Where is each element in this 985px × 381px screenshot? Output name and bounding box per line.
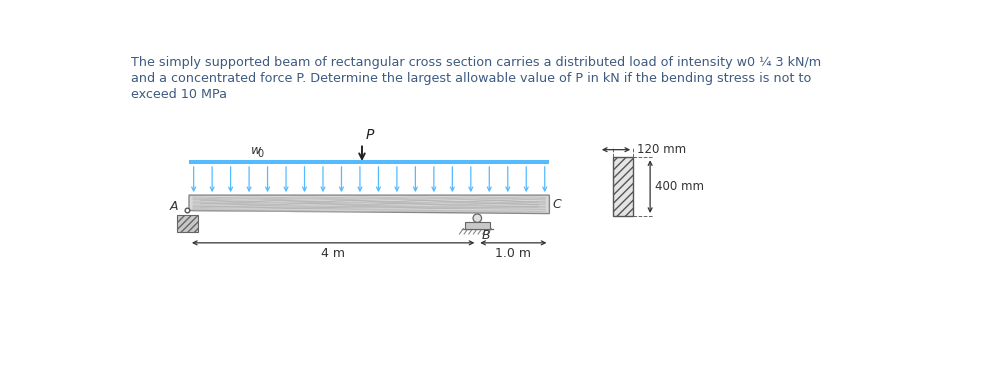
- Polygon shape: [189, 195, 550, 214]
- Bar: [465, 223, 490, 229]
- Text: exceed 10 MPa: exceed 10 MPa: [131, 88, 227, 101]
- Text: 4 m: 4 m: [321, 248, 345, 261]
- Text: 1.0 m: 1.0 m: [495, 248, 531, 261]
- Bar: [176, 215, 198, 232]
- Circle shape: [185, 208, 190, 213]
- Text: 400 mm: 400 mm: [655, 180, 703, 193]
- Text: and a concentrated force P. Determine the largest allowable value of P in kN if : and a concentrated force P. Determine th…: [131, 72, 812, 85]
- Text: The simply supported beam of rectangular cross section carries a distributed loa: The simply supported beam of rectangular…: [131, 56, 821, 69]
- Circle shape: [473, 214, 482, 223]
- Text: w: w: [251, 144, 261, 157]
- Text: A: A: [169, 200, 178, 213]
- Text: C: C: [553, 198, 561, 211]
- Text: B: B: [482, 229, 491, 242]
- Bar: [613, 157, 633, 216]
- Text: P: P: [365, 128, 374, 142]
- Bar: [189, 160, 550, 164]
- Text: 120 mm: 120 mm: [637, 143, 687, 156]
- Text: 0: 0: [258, 149, 264, 159]
